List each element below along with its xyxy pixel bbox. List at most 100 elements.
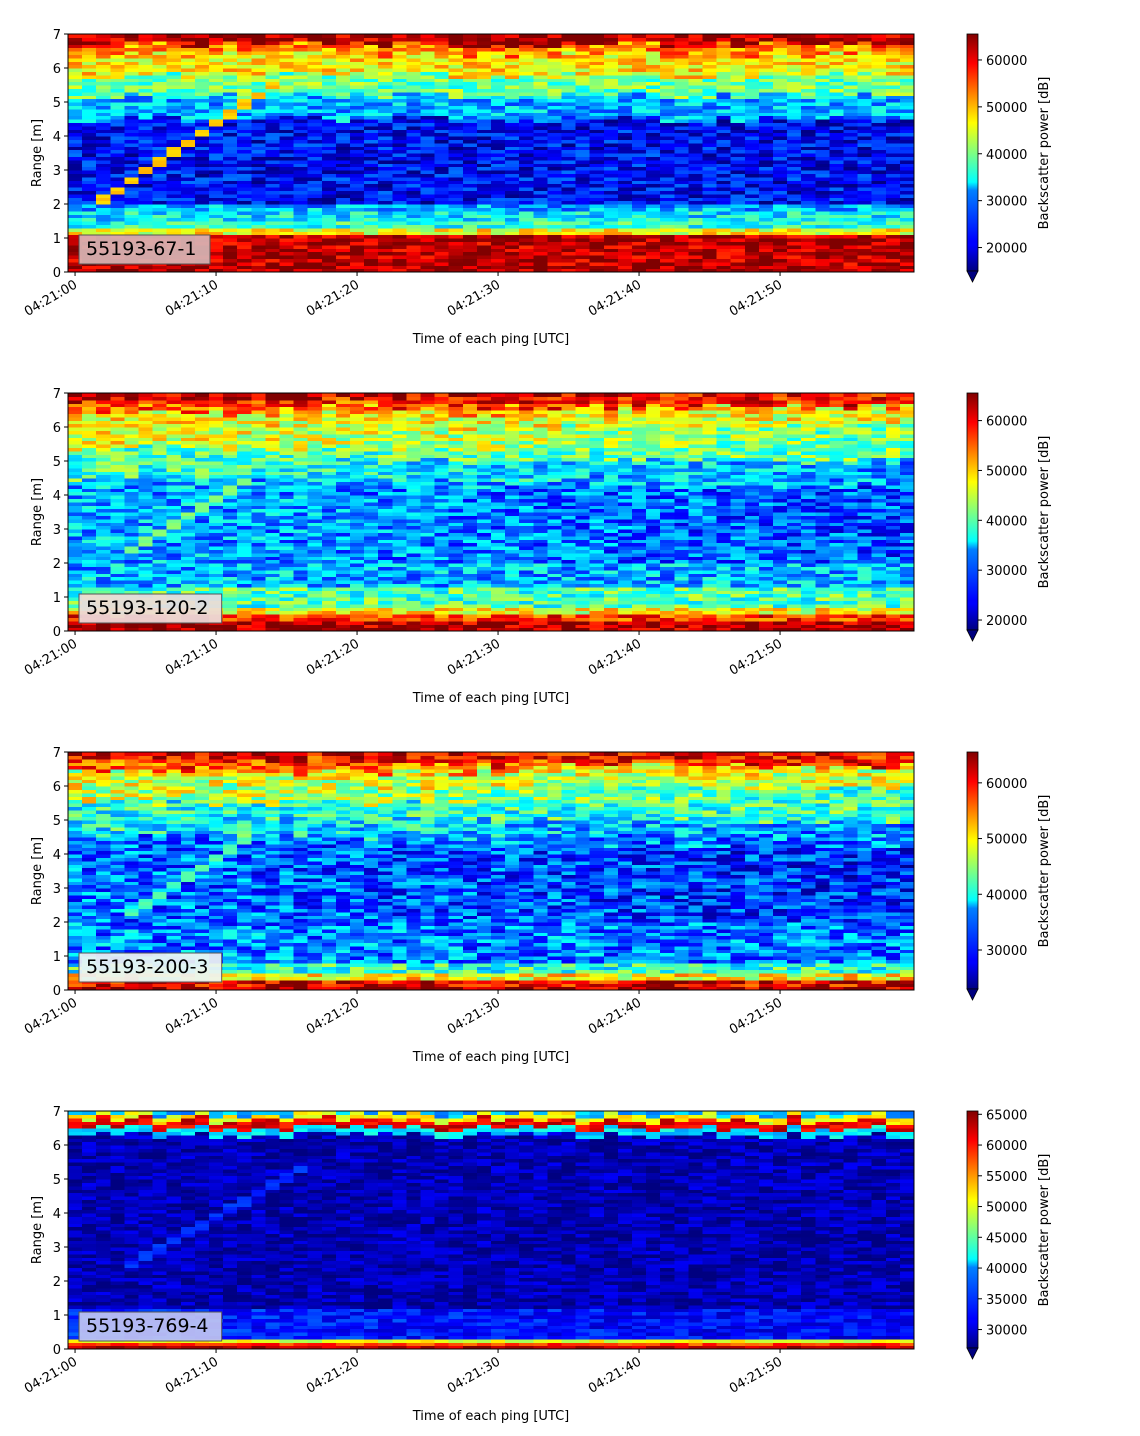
heatmap-cell [265, 112, 281, 117]
heatmap-cell [138, 627, 154, 632]
heatmap-cell [646, 238, 661, 242]
heatmap-cell [406, 176, 422, 181]
heatmap-cell [166, 488, 182, 493]
heatmap-cell [730, 193, 746, 198]
heatmap-cell [730, 153, 746, 157]
heatmap-cell [519, 197, 534, 202]
heatmap-cell [505, 95, 520, 100]
heatmap-cell [716, 34, 732, 38]
heatmap-cell [843, 61, 859, 66]
heatmap-cell [350, 258, 365, 263]
heatmap-cell [674, 61, 689, 66]
heatmap-cell [561, 173, 577, 178]
heatmap-cell [674, 265, 689, 270]
heatmap-cell [801, 40, 816, 45]
heatmap-cell [843, 37, 859, 42]
heatmap-cell [829, 95, 845, 100]
heatmap-cell [82, 153, 97, 157]
heatmap-cell [420, 136, 436, 140]
heatmap-cell [617, 204, 633, 208]
heatmap-cell [364, 112, 379, 117]
heatmap-cell [575, 146, 591, 151]
heatmap-cell [166, 461, 182, 465]
heatmap-cell [815, 176, 830, 181]
heatmap-cell [194, 136, 210, 140]
heatmap-cell [476, 234, 492, 239]
heatmap-cell [335, 125, 351, 130]
heatmap-cell [589, 142, 605, 147]
heatmap-cell [194, 535, 210, 540]
heatmap-cell [448, 197, 464, 202]
heatmap-cell [491, 81, 506, 86]
heatmap-cell [632, 210, 647, 215]
heatmap-cell [462, 173, 478, 178]
y-tick-label: 7 [53, 28, 61, 43]
heatmap-cell [660, 180, 675, 185]
heatmap-cell [350, 129, 365, 134]
heatmap-cell [138, 549, 154, 554]
heatmap-cell [82, 624, 97, 629]
heatmap-cell [194, 173, 210, 178]
heatmap-cell [223, 40, 238, 45]
heatmap-cell [688, 95, 704, 100]
heatmap-cell [843, 44, 859, 49]
heatmap-cell [237, 176, 252, 181]
heatmap-cell [857, 57, 873, 62]
heatmap-cell [110, 457, 125, 462]
heatmap-cell [787, 258, 802, 263]
heatmap-cell [603, 221, 619, 225]
heatmap-cell [533, 197, 548, 202]
heatmap-cell [223, 265, 238, 270]
heatmap-cell [96, 190, 111, 195]
heatmap-cell [406, 112, 422, 117]
heatmap-cell [96, 207, 111, 212]
heatmap-cell [152, 85, 168, 89]
heatmap-cell [857, 227, 873, 232]
heatmap-cell [801, 136, 816, 140]
heatmap-cell [448, 255, 464, 259]
heatmap-cell [420, 251, 436, 256]
heatmap-cell [646, 180, 661, 185]
heatmap-cell [180, 580, 196, 584]
heatmap-cell [350, 207, 365, 212]
heatmap-cell [152, 173, 168, 178]
heatmap-cell [547, 153, 563, 157]
heatmap-cell [561, 166, 577, 171]
heatmap-cell [646, 115, 661, 120]
heatmap-cell [82, 501, 97, 506]
heatmap-cell [702, 244, 718, 249]
heatmap-cell [209, 57, 224, 62]
heatmap-cell [82, 478, 97, 482]
heatmap-cell [603, 47, 619, 52]
heatmap-cell [462, 37, 478, 42]
heatmap-cell [68, 108, 83, 113]
heatmap-cell [194, 413, 210, 418]
heatmap-cell [392, 210, 407, 215]
heatmap-cell [674, 64, 689, 69]
heatmap-cell [603, 159, 619, 164]
heatmap-cell [448, 258, 464, 263]
heatmap-cell [547, 37, 563, 42]
heatmap-cell [124, 98, 140, 103]
heatmap-cell [716, 74, 732, 79]
heatmap-cell [519, 34, 534, 38]
heatmap-cell [688, 244, 704, 249]
heatmap-cell [194, 176, 210, 181]
heatmap-cell [237, 244, 252, 249]
heatmap-cell [223, 64, 238, 69]
heatmap-cell [82, 569, 97, 574]
heatmap-cell [505, 40, 520, 45]
heatmap-cell [96, 200, 111, 205]
heatmap-cell [448, 71, 464, 76]
heatmap-cell [462, 54, 478, 59]
heatmap-cell [307, 142, 323, 147]
heatmap-cell [561, 108, 577, 113]
heatmap-cell [589, 68, 605, 72]
heatmap-cell [96, 525, 111, 530]
heatmap-cell [589, 54, 605, 59]
heatmap-cell [194, 115, 210, 120]
heatmap-cell [843, 122, 859, 127]
heatmap-cell [801, 139, 816, 144]
heatmap-cell [166, 559, 182, 564]
heatmap-cell [194, 624, 210, 629]
